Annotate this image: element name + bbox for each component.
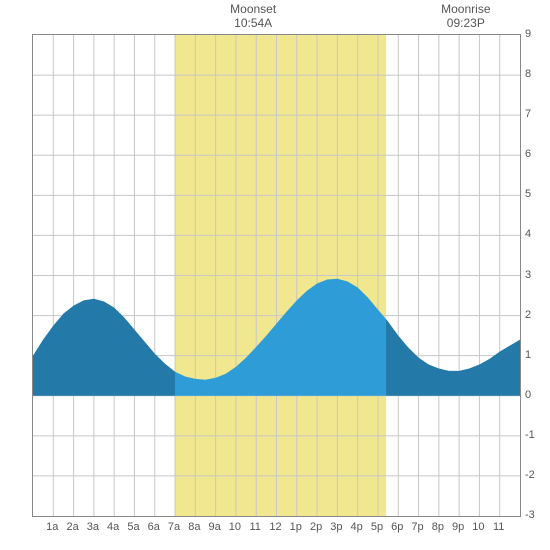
moonrise-time: 09:23P	[426, 16, 506, 30]
plot-area	[32, 34, 521, 517]
y-tick-label: -1	[525, 429, 535, 441]
y-tick-label: 5	[525, 188, 531, 200]
y-tick-label: 9	[525, 28, 531, 40]
y-tick-label: 6	[525, 148, 531, 160]
y-tick-label: 2	[525, 309, 531, 321]
tide-chart-container: Moonset 10:54A Moonrise 09:23P 1a2a3a4a5…	[0, 0, 550, 550]
night-shade	[33, 299, 175, 396]
moonset-label: Moonset 10:54A	[213, 2, 293, 30]
moonrise-label: Moonrise 09:23P	[426, 2, 506, 30]
moonset-time: 10:54A	[213, 16, 293, 30]
y-tick-label: 0	[525, 389, 531, 401]
x-tick-label: 11	[487, 521, 511, 533]
y-tick-label: 3	[525, 269, 531, 281]
y-tick-label: -2	[525, 469, 535, 481]
y-tick-label: 4	[525, 228, 531, 240]
chart-svg	[33, 35, 520, 516]
y-tick-label: 1	[525, 349, 531, 361]
y-tick-label: 7	[525, 108, 531, 120]
moonset-title: Moonset	[213, 2, 293, 16]
y-tick-label: -3	[525, 509, 535, 521]
y-tick-label: 8	[525, 68, 531, 80]
moonrise-title: Moonrise	[426, 2, 506, 16]
